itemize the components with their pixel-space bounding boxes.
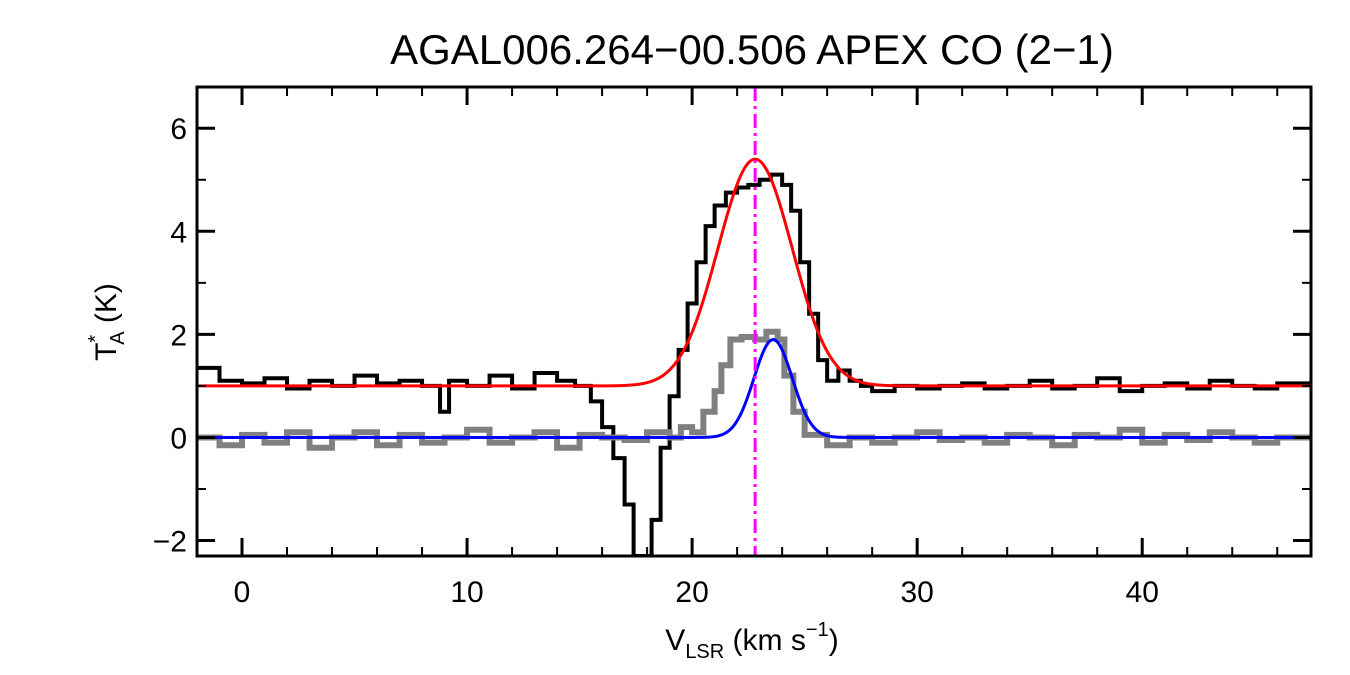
x-tick-label: 30 [900,576,933,609]
y-tick-label: 6 [170,113,187,146]
chart-title: AGAL006.264−00.506 APEX CO (2−1) [390,26,1114,73]
x-tick-label: 40 [1126,576,1159,609]
y-axis-label: T*A (K) [85,283,129,361]
observed-offset-spectrum-line [197,172,1311,556]
y-tick-labels: −2 0 2 4 6 [153,113,187,558]
y-tick-label: −2 [153,526,187,559]
x-axis-label: VLSR (km s−1) [665,619,838,663]
ticks-layer [196,87,1311,556]
plot-frame [195,85,1313,558]
y-tick-label: 2 [170,319,187,352]
series-layer [197,87,1311,556]
x-tick-labels: 0 10 20 30 40 [234,576,1159,609]
x-tick-label: 10 [450,576,483,609]
gaussian-fit-offset-line [197,157,1311,388]
observed-baseline-spectrum-line [197,328,1311,451]
y-tick-label: 0 [170,422,187,455]
y-tick-label: 4 [170,216,187,249]
x-tick-label: 20 [675,576,708,609]
x-tick-label: 0 [234,576,251,609]
